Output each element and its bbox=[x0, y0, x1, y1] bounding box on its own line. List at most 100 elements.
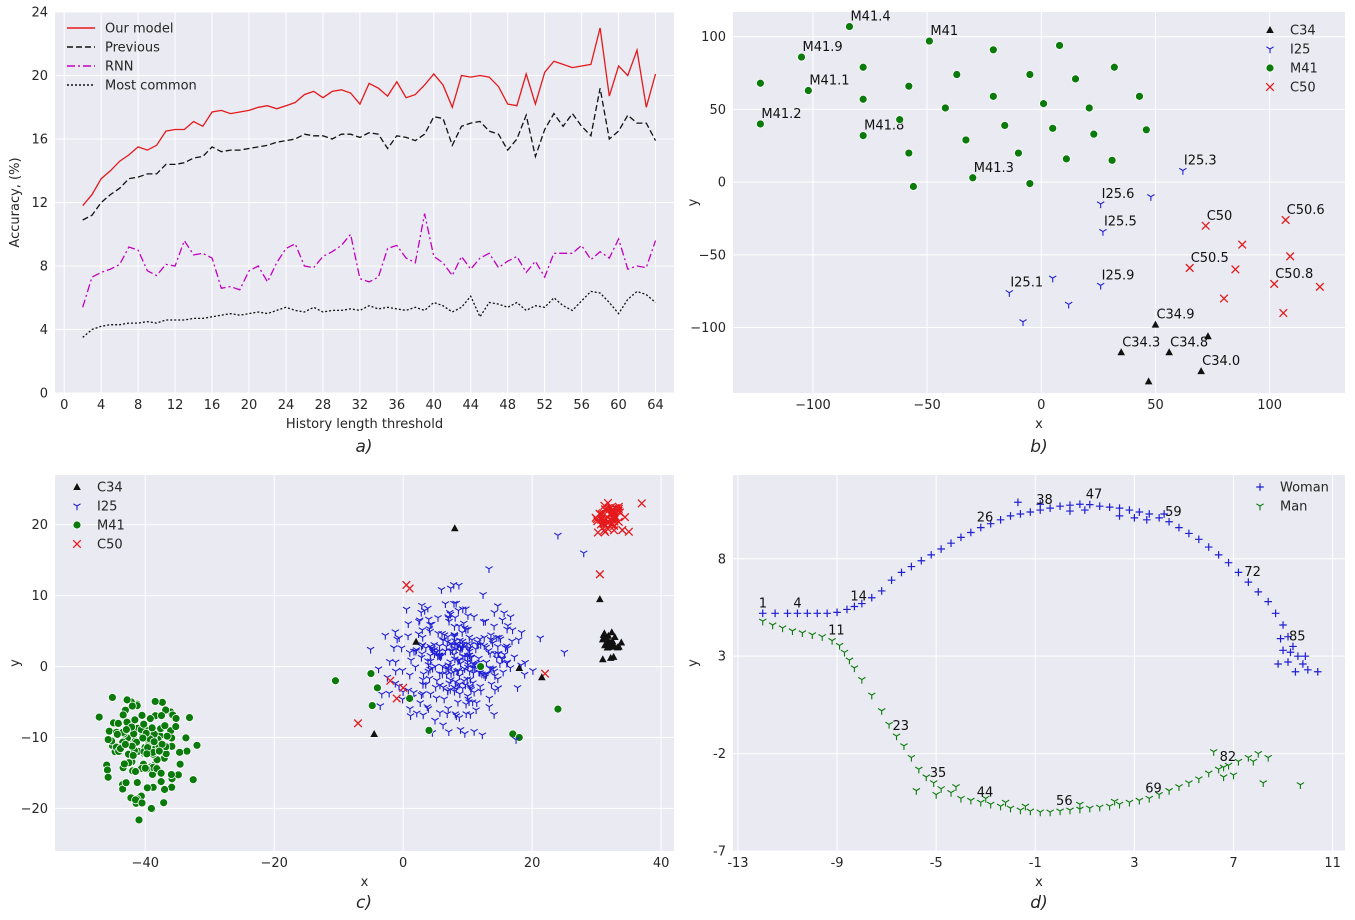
x-axis-label: x bbox=[361, 875, 369, 890]
data-point bbox=[579, 550, 588, 558]
data-point bbox=[492, 634, 501, 642]
data-point bbox=[1185, 263, 1194, 273]
data-point bbox=[1135, 91, 1144, 101]
data-point bbox=[137, 710, 147, 720]
data-point bbox=[895, 115, 905, 125]
data-point bbox=[637, 499, 647, 508]
data-point bbox=[1313, 667, 1322, 676]
data-point bbox=[1099, 228, 1107, 236]
data-point bbox=[425, 675, 434, 683]
data-point bbox=[419, 712, 428, 720]
data-point bbox=[601, 640, 610, 648]
y-tick-label: 10 bbox=[31, 589, 48, 604]
data-point bbox=[366, 669, 376, 679]
x-tick-label: 0 bbox=[1037, 398, 1045, 413]
data-point bbox=[1231, 265, 1240, 274]
data-point bbox=[797, 52, 806, 62]
data-point bbox=[463, 664, 472, 672]
data-point bbox=[1160, 510, 1168, 518]
data-point bbox=[1249, 758, 1258, 766]
point-label: C50.5 bbox=[1191, 251, 1229, 266]
data-point bbox=[606, 515, 616, 524]
y-axis-label: y bbox=[686, 198, 701, 206]
data-point bbox=[441, 601, 450, 608]
point-label: 47 bbox=[1086, 488, 1103, 503]
point-label: 1 bbox=[759, 596, 767, 611]
data-point bbox=[1269, 279, 1279, 289]
data-point bbox=[1019, 319, 1027, 326]
x-tick-label: 0 bbox=[60, 398, 68, 413]
data-point bbox=[432, 677, 441, 685]
legend-label: Woman bbox=[1280, 481, 1329, 496]
x-tick-label: 7 bbox=[1229, 856, 1237, 871]
data-point bbox=[1197, 367, 1205, 375]
data-point bbox=[1259, 780, 1268, 788]
data-point bbox=[877, 587, 886, 595]
data-point bbox=[381, 632, 390, 640]
point-label: 72 bbox=[1244, 565, 1261, 580]
y-tick-label: 20 bbox=[31, 69, 48, 84]
data-point bbox=[1204, 332, 1212, 340]
point-label: 44 bbox=[977, 785, 994, 800]
data-point bbox=[1264, 754, 1273, 762]
data-point bbox=[418, 627, 427, 635]
data-point bbox=[1274, 660, 1282, 668]
data-point bbox=[843, 605, 851, 614]
data-point bbox=[922, 774, 931, 782]
x-tick-label: -5 bbox=[930, 856, 943, 871]
data-point bbox=[455, 657, 464, 665]
data-point bbox=[840, 649, 849, 657]
data-point bbox=[1229, 772, 1238, 780]
data-point bbox=[404, 687, 413, 695]
point-label: 56 bbox=[1056, 794, 1073, 809]
data-point bbox=[482, 644, 490, 652]
data-point bbox=[1304, 666, 1312, 674]
data-point bbox=[614, 502, 624, 511]
data-point bbox=[103, 765, 112, 775]
point-label: C50 bbox=[1207, 209, 1233, 224]
data-point bbox=[1291, 667, 1300, 676]
data-point bbox=[426, 691, 435, 699]
data-point bbox=[1115, 504, 1124, 512]
data-point bbox=[1084, 103, 1094, 113]
x-tick-label: -9 bbox=[831, 856, 844, 871]
y-tick-label: 100 bbox=[701, 30, 726, 45]
data-point bbox=[609, 526, 619, 535]
data-point bbox=[480, 634, 489, 642]
data-point bbox=[1276, 634, 1285, 643]
data-point bbox=[122, 695, 132, 705]
x-tick-label: 20 bbox=[241, 398, 258, 413]
data-point bbox=[596, 595, 604, 603]
data-point bbox=[947, 539, 955, 547]
data-point bbox=[112, 729, 122, 739]
data-point bbox=[885, 721, 893, 729]
data-point bbox=[405, 584, 414, 593]
data-point bbox=[407, 657, 415, 665]
data-point bbox=[1279, 308, 1288, 318]
data-point bbox=[510, 654, 519, 662]
data-point bbox=[404, 633, 412, 641]
x-tick-label: 56 bbox=[573, 398, 590, 413]
data-point bbox=[1036, 809, 1045, 817]
data-point bbox=[493, 643, 502, 651]
panel-b-scatter-chart: −100 −50 0 50 100 −100 −50 0 50 100 x y b) C34.9 C34.3… bbox=[686, 10, 1345, 457]
point-label: I25.1 bbox=[1010, 276, 1043, 291]
data-point bbox=[595, 570, 605, 579]
point-label: C34.3 bbox=[1122, 335, 1160, 350]
data-point bbox=[412, 710, 421, 718]
data-point bbox=[1096, 282, 1105, 290]
data-point bbox=[1155, 514, 1163, 522]
legend-label: C34 bbox=[97, 481, 123, 496]
x-axis-label: History length threshold bbox=[286, 417, 443, 432]
series-line bbox=[82, 213, 657, 308]
point-label: 26 bbox=[977, 511, 994, 526]
data-point bbox=[1026, 808, 1035, 816]
data-point bbox=[160, 785, 169, 794]
data-point bbox=[529, 667, 537, 675]
data-point bbox=[858, 599, 866, 608]
x-tick-label: 3 bbox=[1130, 856, 1138, 871]
x-tick-label: 100 bbox=[1257, 398, 1282, 413]
y-tick-label: 16 bbox=[31, 133, 48, 148]
data-point bbox=[617, 638, 626, 646]
data-point bbox=[1224, 558, 1233, 567]
